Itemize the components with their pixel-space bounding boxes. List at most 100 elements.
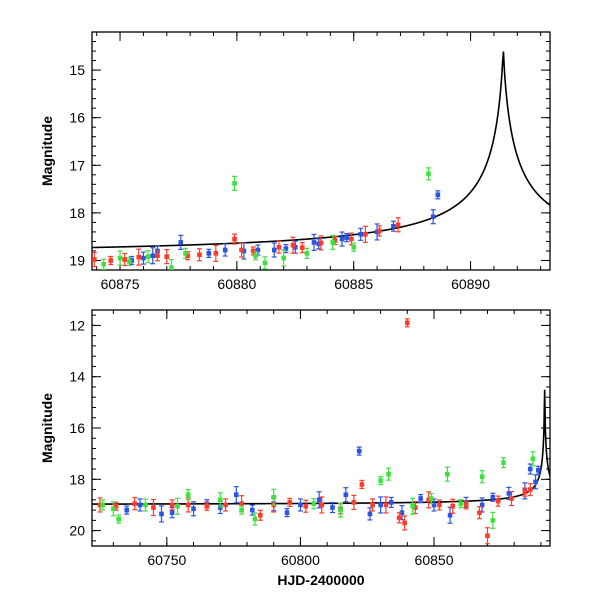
top-ytick-label-2: 17 bbox=[69, 157, 85, 173]
top-point-s1-19 bbox=[376, 225, 382, 237]
bot-xtick-label-0: 60750 bbox=[147, 552, 186, 568]
bot-point-s1-9 bbox=[257, 509, 263, 521]
bot-point-s1-25 bbox=[450, 498, 456, 514]
top-point-s0-14 bbox=[339, 231, 345, 247]
bot-point-s1-24 bbox=[436, 499, 442, 511]
bot-point-s2-13 bbox=[386, 467, 392, 481]
top-point-s2-3 bbox=[145, 250, 151, 264]
bot-point-s0-15 bbox=[356, 446, 362, 456]
top-point-s0-12 bbox=[311, 233, 317, 251]
bot-ytick-label-0: 12 bbox=[69, 317, 85, 333]
bot-point-s0-7 bbox=[233, 486, 239, 504]
top-point-s0-4 bbox=[178, 234, 184, 250]
top-point-s1-12 bbox=[276, 240, 282, 254]
top-y-axis-label: Magnitude bbox=[39, 116, 55, 186]
bot-point-s0-30 bbox=[535, 465, 541, 475]
top-ytick-label-3: 18 bbox=[69, 205, 85, 221]
bot-point-s1-11 bbox=[287, 497, 293, 507]
top-ytick-label-1: 16 bbox=[69, 110, 85, 126]
bot-point-s1-3 bbox=[150, 498, 156, 517]
top-ytick-label-4: 19 bbox=[69, 252, 85, 268]
top-point-s1-3 bbox=[136, 248, 142, 266]
bot-point-s1-23 bbox=[426, 491, 432, 509]
bot-point-s0-2 bbox=[158, 505, 164, 523]
bot-point-s2-10 bbox=[311, 498, 317, 510]
top-point-s2-11 bbox=[330, 234, 336, 250]
top-point-s1-0 bbox=[92, 251, 97, 268]
top-point-s2-10 bbox=[304, 247, 310, 259]
bot-point-s1-18 bbox=[383, 496, 389, 514]
bottom-axis-ticks bbox=[92, 310, 550, 546]
bot-point-s2-19 bbox=[490, 511, 496, 529]
bot-point-s1-15 bbox=[351, 494, 357, 510]
top-point-s2-6 bbox=[232, 175, 238, 191]
top-plot-frame bbox=[91, 31, 551, 271]
top-point-s2-1 bbox=[117, 250, 123, 266]
top-panel: 60875 60880 60885 60890 15 16 17 18 19 Magnitude bbox=[39, 31, 551, 292]
bot-point-s1-7 bbox=[223, 498, 229, 512]
bot-point-s0-13 bbox=[329, 501, 335, 514]
bot-point-s1-6 bbox=[204, 501, 210, 511]
top-point-s0-10 bbox=[283, 243, 289, 254]
bot-point-s2-12 bbox=[378, 475, 384, 486]
bot-point-s2-16 bbox=[444, 466, 450, 482]
bot-point-s1-16 bbox=[359, 479, 365, 490]
top-ytick-label-0: 15 bbox=[69, 62, 85, 78]
bot-point-s2-5 bbox=[185, 489, 191, 501]
bot-point-s1-27 bbox=[476, 506, 482, 520]
bot-point-s2-4 bbox=[175, 497, 181, 515]
bot-ytick-label-2: 16 bbox=[69, 420, 85, 436]
bot-point-s0-17 bbox=[378, 496, 384, 514]
top-point-s1-4 bbox=[154, 250, 160, 262]
bot-point-s0-8 bbox=[249, 504, 255, 516]
bot-point-s1-26 bbox=[463, 500, 469, 510]
top-point-s2-2 bbox=[126, 256, 132, 267]
top-point-s2-4 bbox=[168, 259, 174, 270]
bot-point-s0-1 bbox=[137, 498, 143, 512]
bot-point-s1-22 bbox=[412, 500, 418, 515]
top-point-s1-14 bbox=[299, 242, 305, 254]
bot-point-s2-17 bbox=[458, 499, 464, 509]
top-point-s2-8 bbox=[262, 256, 268, 270]
bot-point-s2-21 bbox=[530, 451, 536, 467]
top-point-s1-15 bbox=[318, 235, 324, 251]
top-point-s1-18 bbox=[362, 225, 368, 243]
bot-point-s0-20 bbox=[418, 493, 424, 504]
top-point-s2-9 bbox=[281, 249, 287, 267]
top-point-s2-12 bbox=[351, 242, 357, 252]
top-point-s0-19 bbox=[430, 209, 436, 225]
top-model-curve bbox=[92, 51, 550, 249]
bot-point-s1-32 bbox=[527, 482, 533, 497]
bot-point-s0-10 bbox=[284, 508, 290, 518]
top-point-s0-5 bbox=[206, 248, 212, 258]
bot-point-s1-2 bbox=[132, 497, 138, 511]
bot-point-s2-20 bbox=[501, 457, 507, 469]
bot-point-s1-31 bbox=[522, 487, 528, 497]
bot-point-s0-28 bbox=[527, 463, 533, 475]
bot-point-s1-21 bbox=[404, 318, 410, 328]
bot-point-s1-19 bbox=[396, 512, 402, 524]
bot-point-s0-16 bbox=[367, 507, 373, 521]
top-point-s1-7 bbox=[196, 248, 202, 262]
top-point-s0-9 bbox=[271, 242, 277, 258]
top-xtick-label-3: 60890 bbox=[451, 276, 490, 292]
bot-ytick-label-4: 20 bbox=[69, 523, 85, 539]
bot-point-s2-18 bbox=[479, 470, 485, 484]
bottom-panel: 60750 60800 60850 12 14 16 18 20 Magnitude HJD-… bbox=[39, 309, 551, 588]
top-xtick-label-1: 60880 bbox=[217, 276, 256, 292]
top-point-s1-2 bbox=[122, 252, 128, 267]
top-point-s0-20 bbox=[435, 190, 441, 200]
bot-point-s1-0 bbox=[97, 497, 103, 513]
top-point-s0-6 bbox=[222, 243, 228, 257]
top-point-s0-2 bbox=[150, 247, 156, 265]
bot-ytick-label-1: 14 bbox=[69, 369, 85, 385]
top-axis-ticks bbox=[92, 31, 550, 271]
top-point-s1-13 bbox=[290, 236, 296, 254]
bot-point-s2-6 bbox=[217, 492, 223, 508]
bot-point-s1-4 bbox=[169, 499, 175, 511]
top-point-s1-5 bbox=[164, 249, 170, 265]
bot-ytick-label-3: 18 bbox=[69, 471, 85, 487]
bot-point-s2-9 bbox=[271, 488, 277, 506]
top-xtick-label-2: 60885 bbox=[334, 276, 373, 292]
